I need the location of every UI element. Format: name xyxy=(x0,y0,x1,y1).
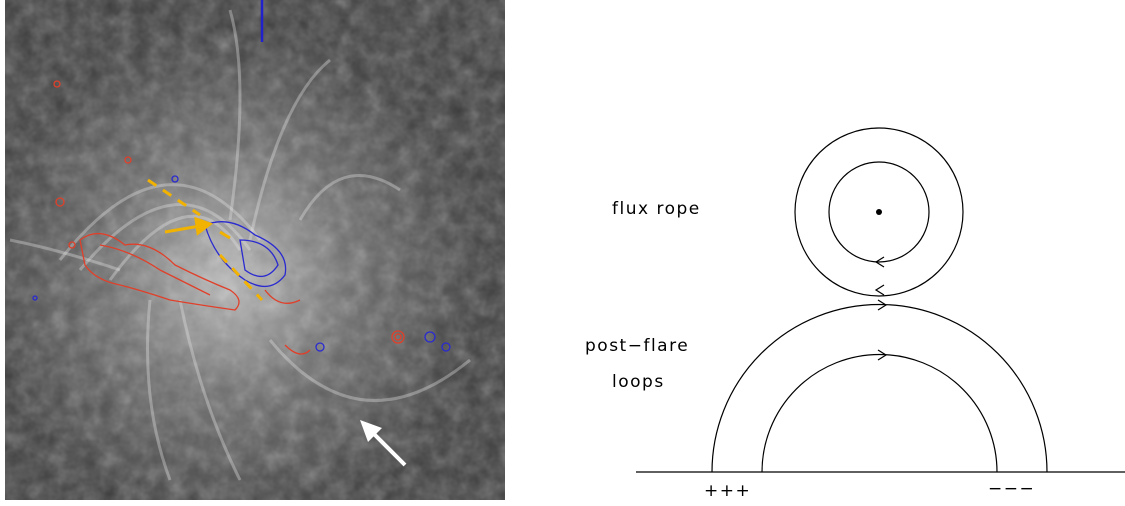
rope-axis xyxy=(876,209,882,215)
label: post−flare xyxy=(585,336,689,356)
arrow xyxy=(877,349,888,361)
inner-loop xyxy=(761,353,998,473)
arrow xyxy=(874,284,885,296)
label: loops xyxy=(612,372,665,392)
polarity-label: −−− xyxy=(988,479,1035,499)
label: flux rope xyxy=(612,199,701,219)
rope-inner xyxy=(828,161,930,263)
diagram: flux rope post−flare loops +++ −−− xyxy=(585,127,1125,501)
polarity-label: +++ xyxy=(704,481,751,501)
rope-outer xyxy=(794,127,964,297)
solar-image xyxy=(5,0,505,500)
arrow xyxy=(877,299,888,311)
outer-loop xyxy=(711,303,1048,473)
arrow xyxy=(874,256,885,268)
